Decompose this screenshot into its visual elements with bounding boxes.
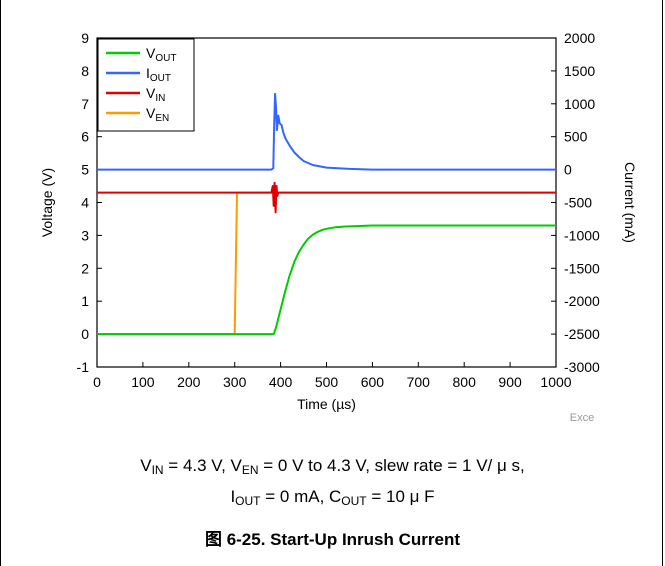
watermark-text: Exce: [570, 412, 594, 424]
x-tick-label: 300: [223, 374, 247, 390]
x-tick-label: 900: [498, 374, 522, 390]
y-right-tick-label: -2000: [564, 293, 600, 309]
y-right-tick-label: 0: [564, 162, 572, 178]
x-tick-label: 500: [315, 374, 339, 390]
legend-box: [97, 38, 195, 132]
y-left-tick-label: 2: [81, 260, 89, 276]
y-right-axis-label: Current (mA): [622, 162, 638, 243]
x-axis-label: Time (µs): [297, 396, 356, 412]
y-right-tick-label: 2000: [564, 30, 595, 46]
y-right-tick-label: -500: [564, 195, 592, 211]
x-tick-label: 800: [453, 374, 477, 390]
y-left-tick-label: -1: [77, 359, 90, 375]
x-tick-label: 400: [269, 374, 293, 390]
figure-caption: 图 6-25. Start-Up Inrush Current: [204, 530, 461, 549]
x-tick-label: 700: [407, 374, 431, 390]
series-line-iout: [97, 92, 556, 171]
cond2-part3: OUT: [341, 494, 367, 508]
y-left-tick-label: 5: [81, 162, 89, 178]
series-line-vin: [97, 181, 556, 214]
test-conditions-line-2: IOUT = 0 mA, COUT = 10 μ F: [0, 487, 665, 508]
cond2-part2: = 0 mA, C: [260, 487, 342, 506]
y-left-tick-label: 7: [81, 96, 89, 112]
y-left-tick-label: 1: [81, 293, 89, 309]
cond1-part1: IN: [151, 463, 164, 477]
y-left-tick-label: 8: [81, 63, 89, 79]
y-left-tick-label: 9: [81, 30, 89, 46]
x-tick-label: 1000: [540, 374, 571, 390]
y-left-tick-label: 3: [81, 227, 89, 243]
legend-label-iout: IOUT: [146, 65, 171, 84]
legend-label-ven: VEN: [146, 105, 169, 124]
x-tick-label: 100: [131, 374, 155, 390]
y-right-tick-label: 1000: [564, 96, 595, 112]
cond1-part2: = 4.3 V, V: [163, 456, 242, 475]
cond2-part4: = 10 μ F: [366, 487, 435, 506]
cond1-part3: EN: [241, 463, 259, 477]
y-left-axis-label: Voltage (V): [39, 168, 55, 237]
cond1-part4: = 0 V to 4.3 V, slew rate = 1 V/ μ s,: [258, 456, 525, 475]
inrush-chart: 0 100 200 300 400 500 600 700 800 900 1000-1012345…: [39, 30, 638, 424]
x-tick-label: 0: [93, 374, 101, 390]
y-left-tick-label: 4: [81, 195, 89, 211]
cond2-part1: OUT: [235, 494, 261, 508]
y-right-tick-label: -3000: [564, 359, 600, 375]
y-right-tick-label: -1500: [564, 260, 600, 276]
y-left-tick-label: 0: [81, 326, 89, 342]
series-line-ven: [97, 191, 556, 336]
y-right-tick-label: -1000: [564, 227, 600, 243]
cond1-part0: V: [140, 456, 152, 475]
y-right-tick-label: -2500: [564, 326, 600, 342]
x-tick-label: 200: [177, 374, 201, 390]
y-left-tick-label: 6: [81, 129, 89, 145]
series-line-vout: [97, 224, 556, 336]
x-tick-label: 600: [361, 374, 385, 390]
y-right-tick-label: 500: [564, 129, 588, 145]
test-conditions-line-1: VIN = 4.3 V, VEN = 0 V to 4.3 V, slew ra…: [0, 456, 665, 477]
legend-label-vout: VOUT: [146, 45, 176, 64]
cond2-part0: I: [230, 487, 236, 506]
y-right-tick-label: 1500: [564, 63, 595, 79]
legend-label-vin: VIN: [146, 85, 165, 104]
